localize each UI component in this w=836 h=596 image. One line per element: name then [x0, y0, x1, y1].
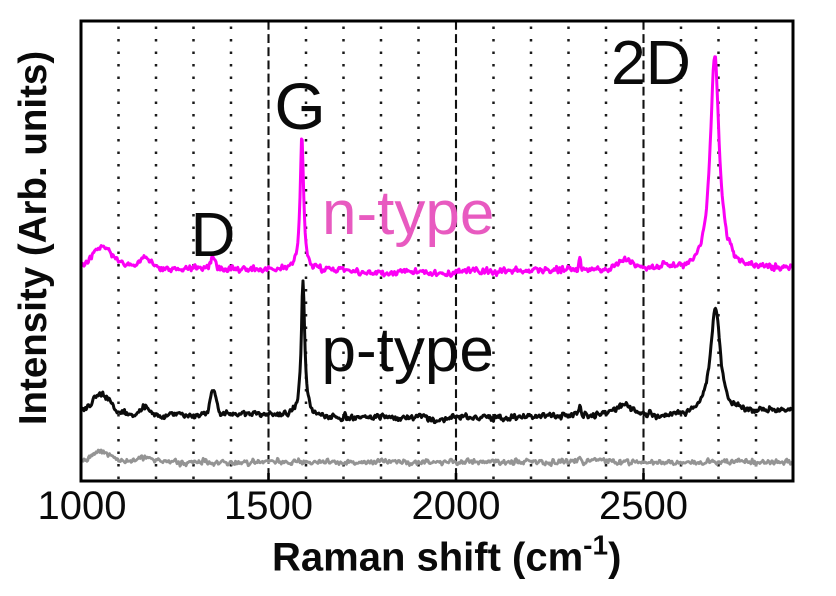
svg-text:2D: 2D — [611, 28, 691, 98]
svg-text:1000: 1000 — [38, 484, 127, 528]
svg-text:1500: 1500 — [224, 484, 313, 528]
svg-text:p-type: p-type — [322, 316, 494, 385]
svg-text:2000: 2000 — [412, 484, 501, 528]
svg-text:G: G — [274, 69, 325, 143]
svg-text:D: D — [191, 201, 236, 270]
svg-text:Raman shift (cm-1): Raman shift (cm-1) — [272, 530, 621, 580]
svg-text:n-type: n-type — [322, 179, 494, 248]
svg-text:2500: 2500 — [599, 484, 688, 528]
svg-text:Intensity (Arb. units): Intensity (Arb. units) — [12, 51, 55, 425]
